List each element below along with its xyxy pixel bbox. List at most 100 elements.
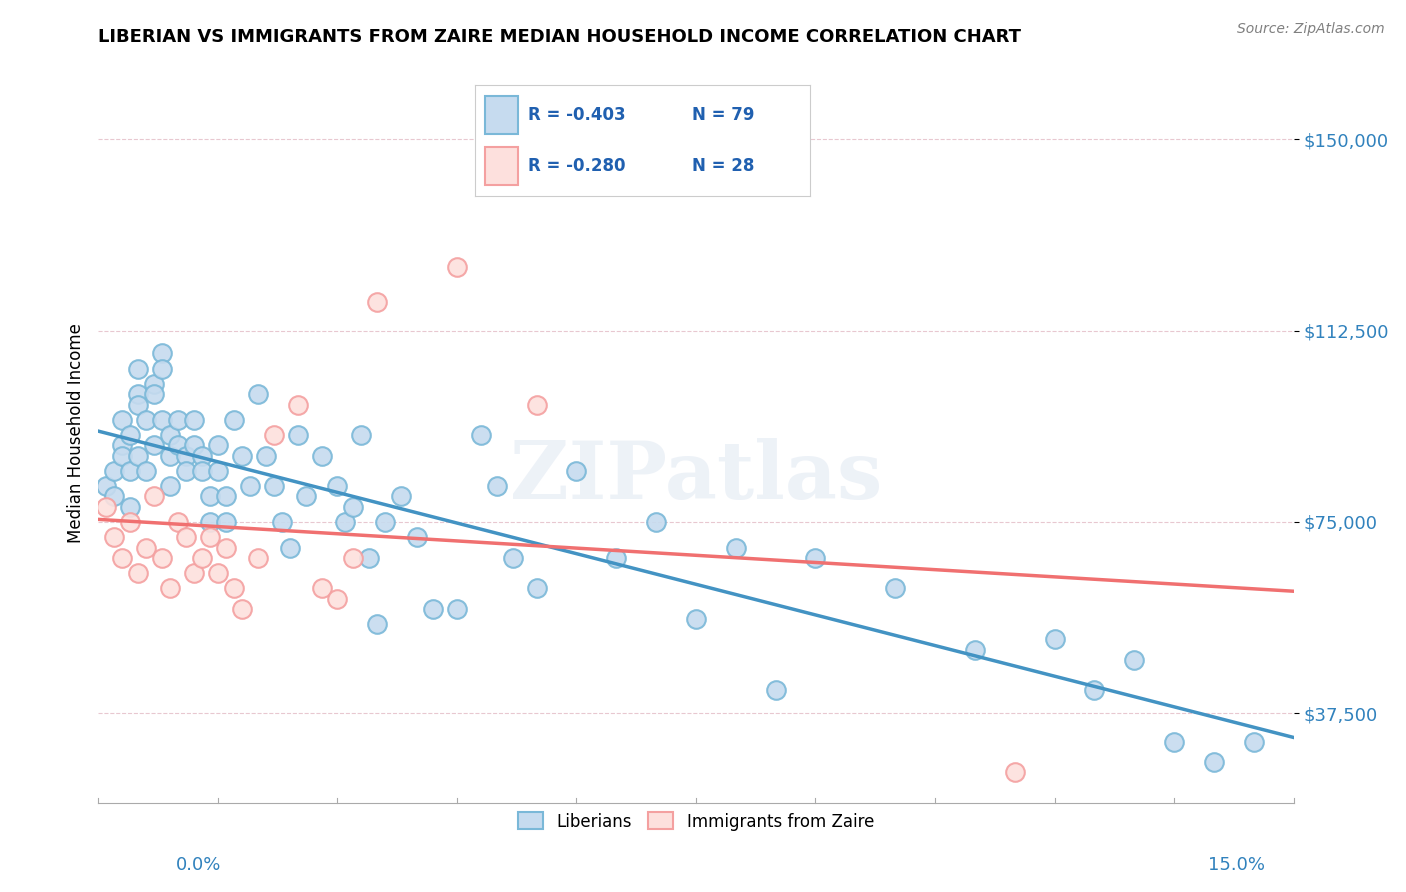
Point [326,479,349,493]
Point [198,490,221,504]
Point [485,479,508,493]
Point [207,464,229,478]
Point [502,550,524,565]
Point [143,438,166,452]
Point [342,550,364,565]
Point [120,464,142,478]
Point [127,566,149,580]
Point [326,591,349,606]
Point [111,438,134,452]
Point [174,464,197,478]
Point [1043,632,1066,647]
Point [111,550,134,565]
Point [263,479,285,493]
Point [143,387,166,401]
Point [366,617,388,632]
Point [246,550,269,565]
Point [135,541,157,555]
Point [1202,755,1225,769]
Point [963,642,986,657]
Point [342,500,364,514]
Point [470,428,492,442]
Point [111,413,134,427]
Point [422,601,444,615]
Point [215,541,238,555]
Text: LIBERIAN VS IMMIGRANTS FROM ZAIRE MEDIAN HOUSEHOLD INCOME CORRELATION CHART: LIBERIAN VS IMMIGRANTS FROM ZAIRE MEDIAN… [98,28,1021,45]
Point [103,464,125,478]
Point [183,438,205,452]
Text: ZIPatlas: ZIPatlas [510,438,882,516]
Point [96,500,118,514]
Point [446,601,468,615]
Point [127,361,149,376]
Point [135,464,157,478]
Point [645,515,668,529]
Point [1004,765,1026,780]
Point [127,387,149,401]
Text: Source: ZipAtlas.com: Source: ZipAtlas.com [1237,22,1385,37]
Point [191,449,214,463]
Point [406,530,429,544]
Legend: Liberians, Immigrants from Zaire: Liberians, Immigrants from Zaire [509,804,883,838]
Point [565,464,588,478]
Text: 0.0%: 0.0% [176,856,221,874]
Point [389,490,412,504]
Point [222,413,245,427]
Point [127,398,149,412]
Point [335,515,357,529]
Point [198,515,221,529]
Point [884,582,907,596]
Point [366,295,388,310]
Point [215,515,238,529]
Point [215,490,238,504]
Point [359,550,381,565]
Point [120,500,142,514]
Point [143,377,166,392]
Y-axis label: Median Household Income: Median Household Income [66,323,84,542]
Point [350,428,373,442]
Point [374,515,396,529]
Point [239,479,262,493]
Point [143,490,166,504]
Point [167,515,190,529]
Point [685,612,707,626]
Point [103,490,125,504]
Point [96,479,118,493]
Point [150,346,173,360]
Point [311,449,333,463]
Point [1163,734,1185,748]
Point [159,428,181,442]
Point [724,541,747,555]
Point [127,449,149,463]
Point [231,449,253,463]
Point [765,683,787,698]
Point [120,515,142,529]
Point [287,428,309,442]
Point [191,464,214,478]
Point [804,550,827,565]
Point [150,413,173,427]
Point [263,428,285,442]
Point [278,541,301,555]
Point [207,438,229,452]
Point [605,550,627,565]
Point [183,566,205,580]
Point [174,530,197,544]
Point [1243,734,1265,748]
Point [526,582,548,596]
Point [207,566,229,580]
Point [294,490,316,504]
Point [1123,653,1146,667]
Point [103,530,125,544]
Point [159,582,181,596]
Point [254,449,277,463]
Point [120,428,142,442]
Point [526,398,548,412]
Text: 15.0%: 15.0% [1208,856,1265,874]
Point [311,582,333,596]
Point [183,413,205,427]
Point [246,387,269,401]
Point [159,479,181,493]
Point [222,582,245,596]
Point [159,449,181,463]
